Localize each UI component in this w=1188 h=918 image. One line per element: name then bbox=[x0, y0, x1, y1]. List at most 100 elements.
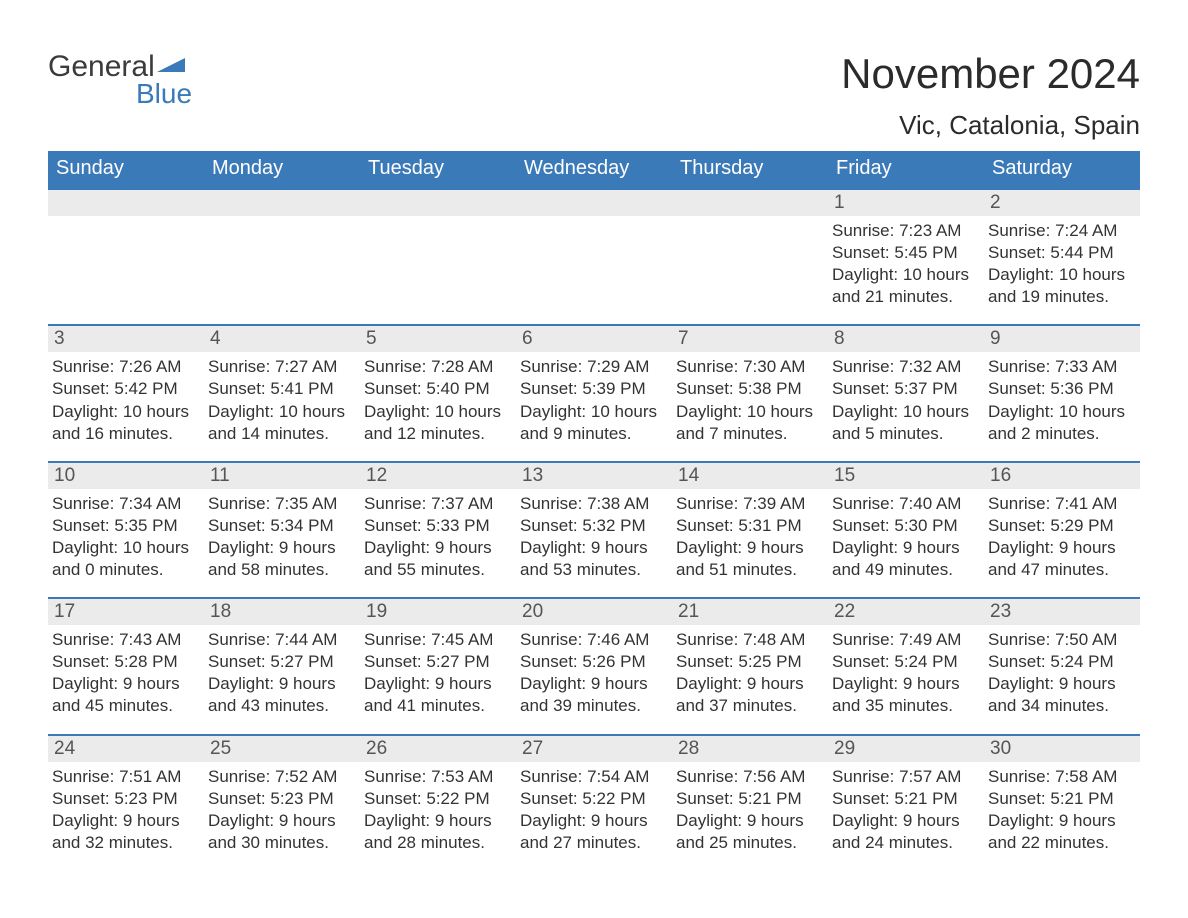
daylight-line: Daylight: 10 hours and 21 minutes. bbox=[832, 264, 978, 308]
day-body: Sunrise: 7:44 AMSunset: 5:27 PMDaylight:… bbox=[204, 629, 354, 717]
day-number: 1 bbox=[828, 190, 984, 216]
sunset-line: Sunset: 5:21 PM bbox=[832, 788, 978, 810]
day-body: Sunrise: 7:58 AMSunset: 5:21 PMDaylight:… bbox=[984, 766, 1134, 854]
day-number: 29 bbox=[828, 736, 984, 762]
sunrise-line: Sunrise: 7:43 AM bbox=[52, 629, 198, 651]
day-cell: 7 Sunrise: 7:30 AMSunset: 5:38 PMDaylight… bbox=[672, 326, 828, 450]
sunrise-line: Sunrise: 7:54 AM bbox=[520, 766, 666, 788]
sunset-line: Sunset: 5:41 PM bbox=[208, 378, 354, 400]
day-body: Sunrise: 7:52 AMSunset: 5:23 PMDaylight:… bbox=[204, 766, 354, 854]
day-cell: 13Sunrise: 7:38 AMSunset: 5:32 PMDayligh… bbox=[516, 463, 672, 587]
day-body: Sunrise: 7:41 AMSunset: 5:29 PMDaylight:… bbox=[984, 493, 1134, 581]
day-number: 27 bbox=[516, 736, 672, 762]
day-cell: 24Sunrise: 7:51 AMSunset: 5:23 PMDayligh… bbox=[48, 736, 204, 860]
week-row: 3Sunrise: 7:26 AMSunset: 5:42 PMDaylight… bbox=[48, 324, 1140, 450]
day-number: 10 bbox=[48, 463, 204, 489]
sunrise-line: Sunrise: 7:52 AM bbox=[208, 766, 354, 788]
day-body: Sunrise: 7:57 AMSunset: 5:21 PMDaylight:… bbox=[828, 766, 978, 854]
logo: General Blue bbox=[48, 50, 248, 110]
sunset-line: Sunset: 5:44 PM bbox=[988, 242, 1134, 264]
sunset-line: Sunset: 5:24 PM bbox=[832, 651, 978, 673]
daylight-line: Daylight: 9 hours and 35 minutes. bbox=[832, 673, 978, 717]
day-cell: 3Sunrise: 7:26 AMSunset: 5:42 PMDaylight… bbox=[48, 326, 204, 450]
sunrise-line: Sunrise: 7:23 AM bbox=[832, 220, 978, 242]
day-number bbox=[516, 190, 672, 216]
day-number: 19 bbox=[360, 599, 516, 625]
daylight-line: Daylight: 10 hours and 5 minutes. bbox=[832, 401, 978, 445]
sunset-line: Sunset: 5:23 PM bbox=[52, 788, 198, 810]
sunrise-line: Sunrise: 7:56 AM bbox=[676, 766, 822, 788]
day-number bbox=[360, 190, 516, 216]
day-number: 20 bbox=[516, 599, 672, 625]
weekday-cell: Tuesday bbox=[360, 151, 516, 188]
day-cell: 30Sunrise: 7:58 AMSunset: 5:21 PMDayligh… bbox=[984, 736, 1140, 860]
logo-word2: Blue bbox=[136, 78, 192, 110]
day-number: 7 bbox=[672, 326, 828, 352]
day-cell: 29 Sunrise: 7:57 AMSunset: 5:21 PMDayligh… bbox=[828, 736, 984, 860]
daylight-line: Daylight: 9 hours and 49 minutes. bbox=[832, 537, 978, 581]
day-number: 5 bbox=[360, 326, 516, 352]
day-body: Sunrise: 7:50 AMSunset: 5:24 PMDaylight:… bbox=[984, 629, 1134, 717]
day-cell: 22Sunrise: 7:49 AMSunset: 5:24 PMDayligh… bbox=[828, 599, 984, 723]
day-body: Sunrise: 7:30 AMSunset: 5:38 PMDaylight:… bbox=[672, 356, 822, 444]
sunset-line: Sunset: 5:29 PM bbox=[988, 515, 1134, 537]
daylight-line: Daylight: 9 hours and 53 minutes. bbox=[520, 537, 666, 581]
day-body: Sunrise: 7:34 AMSunset: 5:35 PMDaylight:… bbox=[48, 493, 198, 581]
sunset-line: Sunset: 5:45 PM bbox=[832, 242, 978, 264]
day-cell: 25Sunrise: 7:52 AMSunset: 5:23 PMDayligh… bbox=[204, 736, 360, 860]
sunset-line: Sunset: 5:27 PM bbox=[364, 651, 510, 673]
sunset-line: Sunset: 5:21 PM bbox=[988, 788, 1134, 810]
sunset-line: Sunset: 5:22 PM bbox=[364, 788, 510, 810]
day-number: 12 bbox=[360, 463, 516, 489]
daylight-line: Daylight: 9 hours and 45 minutes. bbox=[52, 673, 198, 717]
sunrise-line: Sunrise: 7:26 AM bbox=[52, 356, 198, 378]
daylight-line: Daylight: 9 hours and 22 minutes. bbox=[988, 810, 1134, 854]
day-number: 8 bbox=[828, 326, 984, 352]
day-number bbox=[204, 190, 360, 216]
sunrise-line: Sunrise: 7:37 AM bbox=[364, 493, 510, 515]
day-number: 28 bbox=[672, 736, 828, 762]
title-block: November 2024 Vic, Catalonia, Spain bbox=[841, 50, 1140, 141]
weekday-cell: Thursday bbox=[672, 151, 828, 188]
day-number: 14 bbox=[672, 463, 828, 489]
day-body: Sunrise: 7:49 AMSunset: 5:24 PMDaylight:… bbox=[828, 629, 978, 717]
sunrise-line: Sunrise: 7:45 AM bbox=[364, 629, 510, 651]
day-body: Sunrise: 7:54 AMSunset: 5:22 PMDaylight:… bbox=[516, 766, 666, 854]
weekday-header-row: SundayMondayTuesdayWednesdayThursdayFrid… bbox=[48, 151, 1140, 188]
day-number: 23 bbox=[984, 599, 1140, 625]
day-body: Sunrise: 7:56 AMSunset: 5:21 PMDaylight:… bbox=[672, 766, 822, 854]
sunset-line: Sunset: 5:38 PM bbox=[676, 378, 822, 400]
daylight-line: Daylight: 10 hours and 19 minutes. bbox=[988, 264, 1134, 308]
daylight-line: Daylight: 10 hours and 0 minutes. bbox=[52, 537, 198, 581]
day-body: Sunrise: 7:26 AMSunset: 5:42 PMDaylight:… bbox=[48, 356, 198, 444]
day-cell: 9Sunrise: 7:33 AMSunset: 5:36 PMDaylight… bbox=[984, 326, 1140, 450]
day-number: 9 bbox=[984, 326, 1140, 352]
daylight-line: Daylight: 9 hours and 24 minutes. bbox=[832, 810, 978, 854]
week-row: 10 Sunrise: 7:34 AMSunset: 5:35 PMDayligh… bbox=[48, 461, 1140, 587]
sunset-line: Sunset: 5:28 PM bbox=[52, 651, 198, 673]
sunrise-line: Sunrise: 7:44 AM bbox=[208, 629, 354, 651]
day-body: Sunrise: 7:39 AMSunset: 5:31 PMDaylight:… bbox=[672, 493, 822, 581]
sunrise-line: Sunrise: 7:33 AM bbox=[988, 356, 1134, 378]
day-body: Sunrise: 7:37 AMSunset: 5:33 PMDaylight:… bbox=[360, 493, 510, 581]
day-number: 6 bbox=[516, 326, 672, 352]
day-cell: 4Sunrise: 7:27 AMSunset: 5:41 PMDaylight… bbox=[204, 326, 360, 450]
flag-icon bbox=[157, 58, 185, 76]
sunrise-line: Sunrise: 7:28 AM bbox=[364, 356, 510, 378]
sunrise-line: Sunrise: 7:29 AM bbox=[520, 356, 666, 378]
weekday-cell: Sunday bbox=[48, 151, 204, 188]
day-number bbox=[672, 190, 828, 216]
sunset-line: Sunset: 5:40 PM bbox=[364, 378, 510, 400]
daylight-line: Daylight: 9 hours and 55 minutes. bbox=[364, 537, 510, 581]
day-number: 26 bbox=[360, 736, 516, 762]
day-number: 21 bbox=[672, 599, 828, 625]
daylight-line: Daylight: 9 hours and 47 minutes. bbox=[988, 537, 1134, 581]
day-cell: 28 Sunrise: 7:56 AMSunset: 5:21 PMDayligh… bbox=[672, 736, 828, 860]
day-number: 24 bbox=[48, 736, 204, 762]
daylight-line: Daylight: 10 hours and 2 minutes. bbox=[988, 401, 1134, 445]
daylight-line: Daylight: 10 hours and 16 minutes. bbox=[52, 401, 198, 445]
sunrise-line: Sunrise: 7:46 AM bbox=[520, 629, 666, 651]
sunrise-line: Sunrise: 7:34 AM bbox=[52, 493, 198, 515]
daylight-line: Daylight: 9 hours and 51 minutes. bbox=[676, 537, 822, 581]
daylight-line: Daylight: 9 hours and 28 minutes. bbox=[364, 810, 510, 854]
